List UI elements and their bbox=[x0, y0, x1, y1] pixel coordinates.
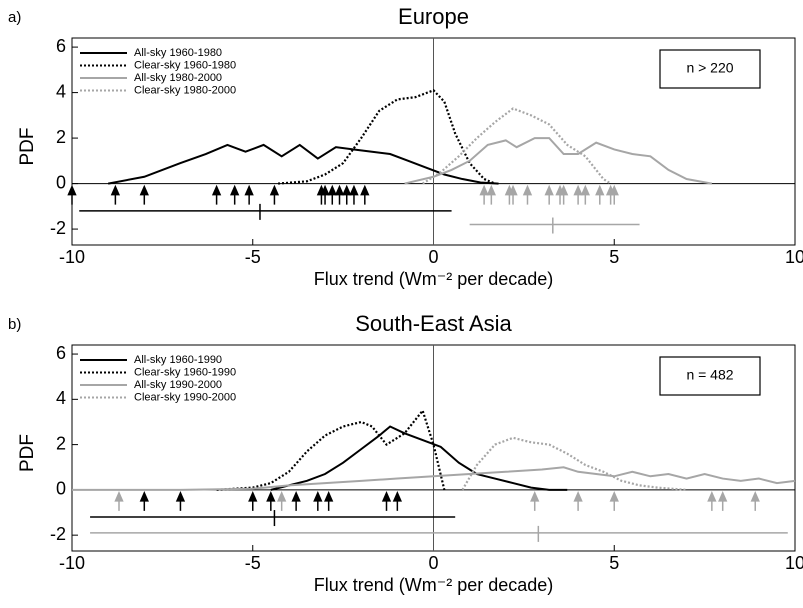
trend-arrow bbox=[277, 491, 287, 511]
chart-title: South-East Asia bbox=[355, 311, 512, 336]
y-axis-label: PDF bbox=[17, 434, 38, 472]
trend-arrow bbox=[573, 491, 583, 511]
x-axis-label: Flux trend (Wm⁻² per decade) bbox=[314, 575, 554, 595]
legend-label: All-sky 1960-1980 bbox=[134, 47, 222, 59]
trend-arrow bbox=[230, 184, 240, 205]
series-line bbox=[107, 143, 499, 185]
trend-arrow bbox=[530, 491, 540, 511]
trend-arrow bbox=[718, 491, 728, 511]
trend-arrow bbox=[342, 184, 352, 205]
y-tick-label: 4 bbox=[56, 388, 66, 408]
trend-arrow bbox=[324, 491, 334, 511]
chart-title: Europe bbox=[398, 4, 469, 29]
trend-arrow bbox=[139, 491, 149, 511]
trend-arrow bbox=[381, 491, 392, 511]
trend-arrow bbox=[334, 184, 345, 205]
x-tick-label: 5 bbox=[609, 247, 619, 267]
trend-arrow bbox=[248, 491, 258, 511]
trend-arrow bbox=[244, 184, 254, 205]
trend-arrow bbox=[573, 184, 583, 205]
x-tick-label: -10 bbox=[59, 247, 85, 267]
series-line bbox=[216, 408, 446, 491]
legend-label: Clear-sky 1960-1990 bbox=[134, 366, 236, 378]
y-tick-label: -2 bbox=[50, 218, 66, 238]
x-tick-label: -5 bbox=[245, 553, 261, 573]
trend-arrow bbox=[522, 184, 533, 205]
trend-arrow bbox=[139, 184, 149, 205]
trend-arrow bbox=[392, 491, 402, 511]
trend-arrow bbox=[110, 184, 121, 205]
x-tick-label: -10 bbox=[59, 553, 85, 573]
trend-arrow bbox=[269, 184, 280, 205]
y-tick-label: 4 bbox=[56, 81, 66, 101]
annotation: n = 482 bbox=[686, 367, 733, 383]
panel-label: b) bbox=[8, 316, 21, 333]
series-line bbox=[404, 137, 713, 185]
trend-arrow bbox=[266, 491, 276, 511]
x-axis-label: Flux trend (Wm⁻² per decade) bbox=[314, 269, 554, 289]
x-tick-label: 0 bbox=[428, 553, 438, 573]
legend-label: Clear-sky 1980-2000 bbox=[134, 84, 236, 96]
series-line bbox=[277, 89, 496, 185]
legend-label: All-sky 1990-2000 bbox=[134, 379, 222, 391]
trend-arrow bbox=[327, 184, 337, 205]
x-tick-label: 10 bbox=[785, 553, 803, 573]
legend-label: Clear-sky 1990-2000 bbox=[134, 391, 236, 403]
trend-arrow bbox=[349, 184, 359, 205]
y-tick-label: -2 bbox=[50, 524, 66, 544]
y-tick-label: 2 bbox=[56, 127, 66, 147]
series-line bbox=[270, 425, 568, 491]
series-line bbox=[422, 107, 612, 185]
legend-label: Clear-sky 1960-1980 bbox=[134, 59, 236, 71]
trend-arrow bbox=[750, 491, 760, 511]
trend-arrow bbox=[707, 491, 717, 511]
annotation: n > 220 bbox=[686, 60, 733, 76]
panel-label: a) bbox=[8, 9, 21, 26]
trend-arrow bbox=[609, 184, 619, 205]
trend-arrow bbox=[320, 184, 330, 205]
legend-label: All-sky 1980-2000 bbox=[134, 72, 222, 84]
x-tick-label: 10 bbox=[785, 247, 803, 267]
trend-arrow bbox=[313, 491, 323, 511]
trend-arrow bbox=[486, 184, 496, 205]
trend-arrow bbox=[595, 184, 605, 205]
trend-arrow bbox=[360, 184, 370, 205]
x-tick-label: 0 bbox=[428, 247, 438, 267]
trend-arrow bbox=[508, 184, 518, 205]
y-tick-label: 6 bbox=[56, 36, 66, 56]
trend-arrow bbox=[544, 184, 554, 205]
trend-arrow bbox=[609, 491, 619, 511]
y-tick-label: 2 bbox=[56, 433, 66, 453]
y-tick-label: 0 bbox=[56, 172, 66, 192]
x-tick-label: 5 bbox=[609, 553, 619, 573]
trend-arrow bbox=[558, 184, 569, 205]
annotation-box bbox=[659, 49, 761, 89]
trend-arrow bbox=[175, 491, 186, 511]
trend-arrow bbox=[67, 184, 77, 205]
y-tick-label: 0 bbox=[56, 479, 66, 499]
y-axis-label: PDF bbox=[17, 128, 38, 166]
trend-arrow bbox=[114, 491, 124, 511]
x-tick-label: -5 bbox=[245, 247, 261, 267]
annotation-box bbox=[659, 356, 761, 396]
trend-arrow bbox=[291, 491, 301, 511]
series-line bbox=[461, 436, 687, 491]
legend-label: All-sky 1960-1990 bbox=[134, 354, 222, 366]
trend-arrow bbox=[479, 184, 489, 205]
y-tick-label: 6 bbox=[56, 343, 66, 363]
trend-arrow bbox=[580, 184, 590, 205]
trend-arrow bbox=[211, 184, 222, 205]
series-line bbox=[72, 466, 796, 491]
